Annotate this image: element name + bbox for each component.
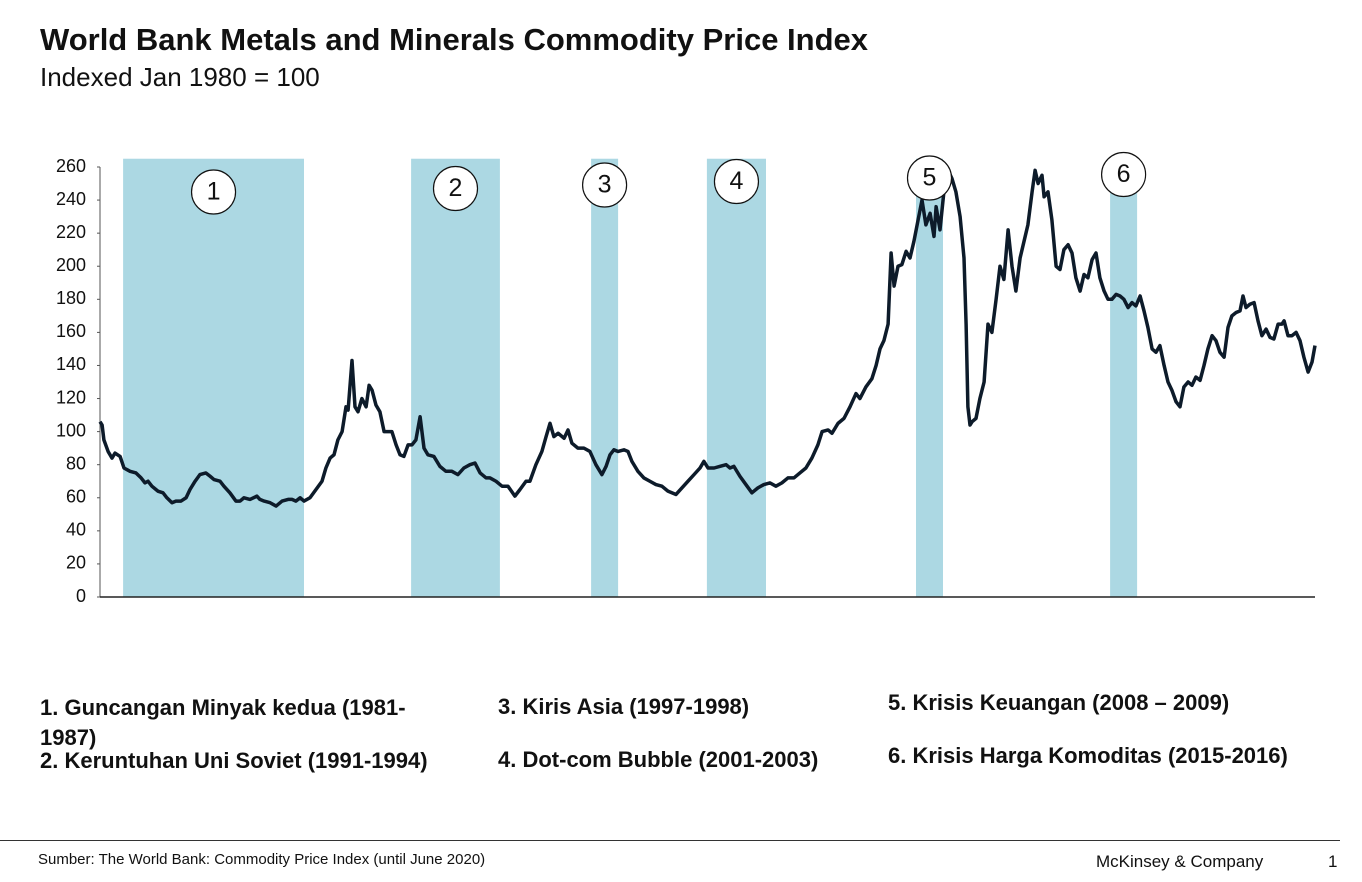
shaded-region xyxy=(123,158,304,597)
y-tick-label: 240 xyxy=(56,189,86,209)
y-tick-label: 160 xyxy=(56,321,86,341)
shaded-region xyxy=(591,158,619,597)
region-badge xyxy=(581,162,628,208)
y-tick-label: 80 xyxy=(66,453,86,473)
y-tick-label: 40 xyxy=(66,520,86,540)
line-series xyxy=(98,168,1317,508)
note: 5. Krisis Keuangan (2008 – 2009) xyxy=(888,690,1230,715)
region-label: 5 xyxy=(923,164,937,192)
shaded-region xyxy=(706,158,766,597)
shaded-region xyxy=(916,158,943,597)
note: 1. Guncangan Minyak kedua (1981-1987) xyxy=(40,695,406,750)
y-tick-label: 0 xyxy=(76,586,86,606)
y-tick-label: 260 xyxy=(56,156,86,176)
y-tick-label: 20 xyxy=(66,553,86,573)
region-label: 6 xyxy=(1117,160,1131,188)
region-label: 4 xyxy=(729,167,743,195)
region-badge xyxy=(190,169,237,215)
y-tick-label: 180 xyxy=(56,288,86,308)
region-label: 1 xyxy=(207,178,221,206)
page-number: 1 xyxy=(1328,852,1338,871)
chart-subtitle: Indexed Jan 1980 = 100 xyxy=(40,62,320,92)
chart-title: World Bank Metals and Minerals Commodity… xyxy=(40,22,869,57)
y-tick-label: 100 xyxy=(56,420,86,440)
y-tick-label: 60 xyxy=(66,487,86,507)
y-tick-label: 200 xyxy=(56,255,86,275)
note: 6. Krisis Harga Komoditas (2015-2016) xyxy=(888,743,1288,768)
region-badge xyxy=(906,155,953,201)
note: 4. Dot-com Bubble (2001-2003) xyxy=(498,747,819,772)
y-tick-label: 140 xyxy=(56,354,86,374)
region-badge xyxy=(713,158,760,205)
note: 2. Keruntuhan Uni Soviet (1991-1994) xyxy=(40,748,428,773)
brand: McKinsey & Company xyxy=(1096,852,1264,871)
source: Sumber: The World Bank: Commodity Price … xyxy=(38,851,486,868)
region-badge xyxy=(432,165,479,212)
region-label: 2 xyxy=(449,174,463,202)
y-tick-label: 220 xyxy=(56,222,86,242)
shaded-region xyxy=(1110,158,1138,597)
y-tick-label: 120 xyxy=(56,387,86,407)
shaded-region xyxy=(411,158,500,597)
note: 3. Kiris Asia (1997-1998) xyxy=(498,694,750,719)
region-label: 3 xyxy=(598,171,612,199)
footer-rule xyxy=(0,840,1340,841)
region-badge xyxy=(1100,151,1147,198)
